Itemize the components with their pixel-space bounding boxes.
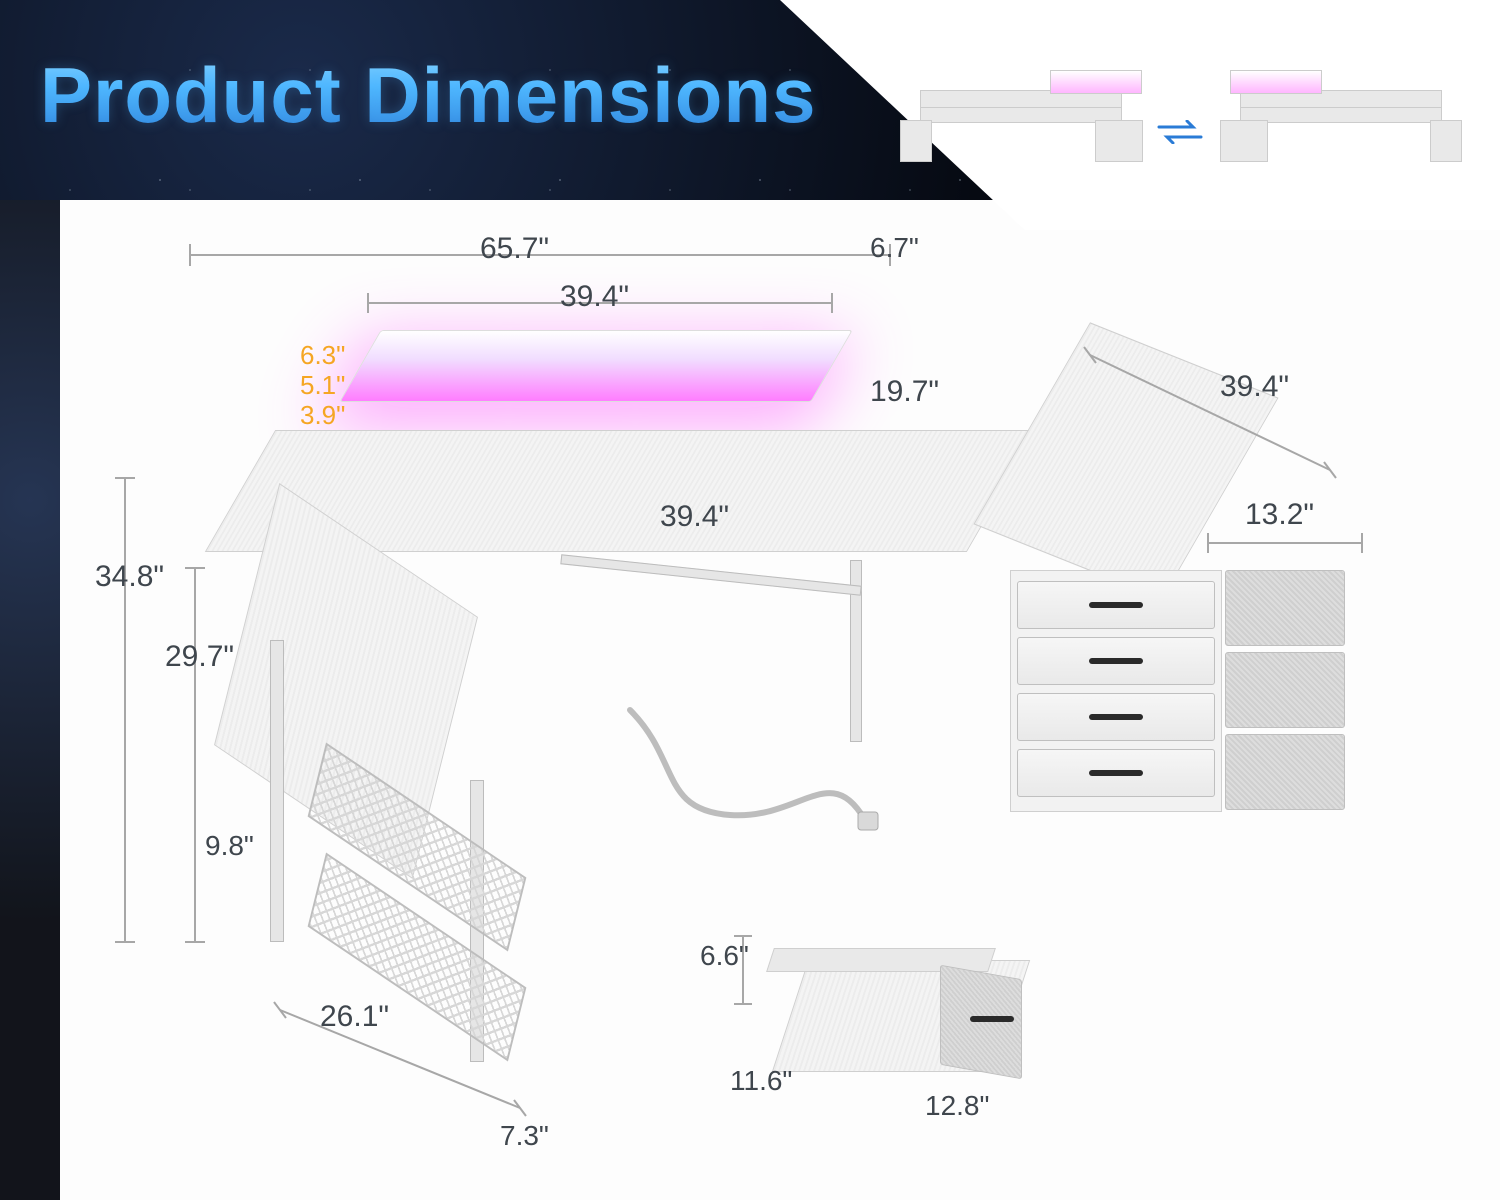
dimline-drawer-width bbox=[1200, 530, 1370, 556]
fabric-bin bbox=[1225, 570, 1345, 646]
dim-side-shelf-length: 26.1" bbox=[320, 1000, 389, 1034]
fabric-bin bbox=[1225, 652, 1345, 728]
fabric-bin bbox=[1225, 734, 1345, 810]
dim-side-shelf-width: 9.8" bbox=[205, 830, 254, 862]
drawer-cabinet bbox=[1010, 570, 1222, 812]
dim-drawer-depth: 11.6" bbox=[730, 1065, 792, 1097]
config-right-return bbox=[1210, 20, 1460, 160]
drawer-handle-icon bbox=[970, 1016, 1014, 1022]
infographic-canvas: Product Dimensions bbox=[0, 0, 1500, 1200]
power-cable-icon bbox=[620, 700, 880, 840]
dimline-side-shelf-length bbox=[270, 1000, 530, 1120]
dim-shelf-h1: 6.3" bbox=[300, 340, 345, 371]
dim-drawer-height: 6.6" bbox=[700, 940, 749, 972]
dim-left-depth: 19.7" bbox=[870, 375, 939, 409]
drawer-1 bbox=[1017, 581, 1215, 629]
dim-total-height: 34.8" bbox=[95, 560, 164, 594]
drawer-handle-icon bbox=[1089, 770, 1143, 776]
dim-drawer-width: 12.8" bbox=[925, 1090, 989, 1122]
drawer-handle-icon bbox=[1089, 658, 1143, 664]
swap-arrows-icon bbox=[1155, 120, 1205, 144]
drawer-3 bbox=[1017, 693, 1215, 741]
dim-drawer-unit-width: 13.2" bbox=[1245, 498, 1314, 532]
dim-leg-inset: 7.3" bbox=[500, 1120, 549, 1152]
monitor-shelf-led bbox=[339, 330, 853, 402]
dim-monitor-shelf-depth: 6.7" bbox=[870, 232, 919, 264]
drawer-detail bbox=[760, 920, 1020, 1090]
dim-monitor-shelf-length: 39.4" bbox=[560, 280, 629, 314]
drawer-4 bbox=[1017, 749, 1215, 797]
drawer-handle-icon bbox=[1089, 714, 1143, 720]
dim-overall-width: 65.7" bbox=[480, 232, 549, 266]
leg-front-left bbox=[270, 640, 284, 942]
dimline-desk-height bbox=[180, 560, 210, 950]
dimline-right-return bbox=[1080, 345, 1340, 485]
dim-shelf-h2: 5.1" bbox=[300, 370, 345, 401]
config-thumbnails bbox=[900, 20, 1460, 180]
fabric-bin-stack bbox=[1225, 570, 1345, 810]
dim-main-desktop: 39.4" bbox=[660, 500, 729, 534]
drawer-handle-icon bbox=[1089, 602, 1143, 608]
dim-shelf-h3: 3.9" bbox=[300, 400, 345, 431]
config-left-return bbox=[900, 20, 1150, 160]
page-title: Product Dimensions bbox=[40, 50, 816, 141]
dim-desk-height: 29.7" bbox=[165, 640, 234, 674]
drawer-2 bbox=[1017, 637, 1215, 685]
left-space-strip bbox=[0, 200, 60, 1200]
dimline-total-height bbox=[110, 470, 140, 950]
dim-right-return: 39.4" bbox=[1220, 370, 1289, 404]
